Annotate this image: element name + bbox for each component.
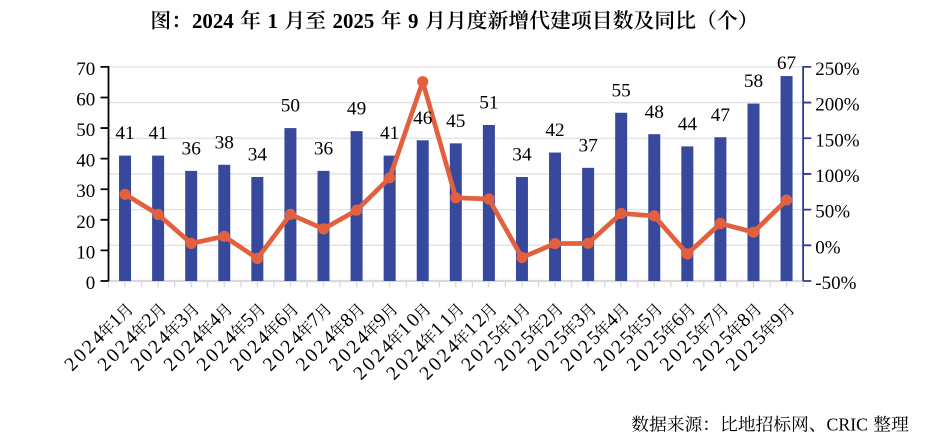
svg-text:51: 51 [479, 93, 498, 114]
svg-text:34: 34 [248, 145, 268, 166]
svg-text:50%: 50% [815, 202, 850, 223]
svg-text:48: 48 [645, 102, 664, 123]
svg-text:36: 36 [182, 138, 202, 159]
svg-text:CRIC: CRIC [827, 415, 868, 435]
svg-text:9: 9 [408, 9, 418, 33]
svg-text:36: 36 [314, 138, 334, 159]
svg-text:49: 49 [347, 99, 366, 120]
svg-text:41: 41 [380, 123, 399, 144]
svg-text:55: 55 [612, 80, 631, 101]
svg-text:70: 70 [76, 59, 95, 80]
svg-text:58: 58 [744, 71, 763, 92]
svg-text:40: 40 [76, 151, 95, 172]
svg-text:1: 1 [267, 9, 277, 33]
svg-text:0: 0 [86, 273, 96, 294]
svg-text:46: 46 [413, 108, 433, 129]
svg-text:42: 42 [545, 120, 564, 141]
svg-text:34: 34 [512, 145, 532, 166]
svg-text:67: 67 [777, 53, 797, 74]
svg-text:41: 41 [148, 123, 167, 144]
svg-text:-50%: -50% [815, 273, 856, 294]
svg-text:150%: 150% [815, 130, 860, 151]
svg-text:38: 38 [215, 132, 234, 153]
svg-text:2025: 2025 [333, 9, 375, 33]
svg-text:45: 45 [446, 111, 465, 132]
svg-text:41: 41 [115, 123, 134, 144]
svg-text:200%: 200% [815, 95, 860, 116]
svg-text:44: 44 [678, 114, 698, 135]
svg-text:50: 50 [281, 96, 300, 117]
svg-text:30: 30 [76, 181, 95, 202]
svg-text:250%: 250% [815, 59, 860, 80]
svg-text:60: 60 [76, 89, 95, 110]
svg-text:20: 20 [76, 212, 95, 233]
svg-text:0%: 0% [815, 237, 841, 258]
svg-text:50: 50 [76, 120, 95, 141]
svg-text:10: 10 [76, 242, 95, 263]
svg-text:37: 37 [578, 135, 598, 156]
svg-text:2024: 2024 [192, 9, 234, 33]
svg-text:47: 47 [711, 105, 731, 126]
svg-text:100%: 100% [815, 166, 860, 187]
